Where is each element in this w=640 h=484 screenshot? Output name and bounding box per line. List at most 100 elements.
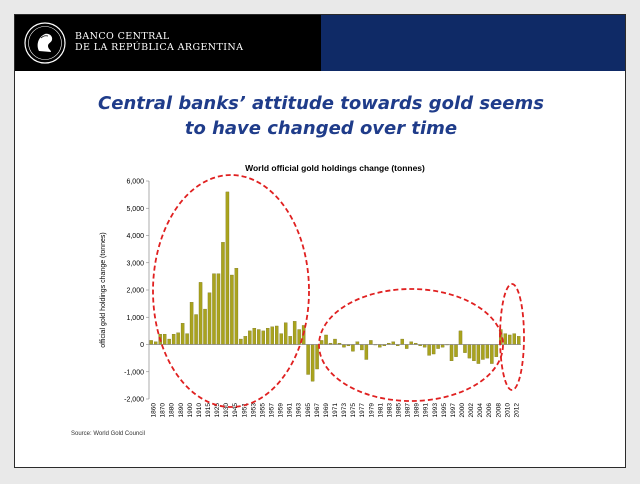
bar [176,332,180,345]
bar [266,327,270,345]
bar [292,321,297,345]
x-axis-ticks: 1860 1870 1880 1890 1900 1910 1915 1925 1930 1945… [151,403,521,418]
highlight-ellipse [318,288,504,402]
bar [212,273,216,345]
bank-name-line1: BANCO CENTRAL [75,31,170,42]
y-tick-label: 3,000 [126,260,144,267]
source-note: Source: World Gold Council [71,431,145,437]
x-tick-label: 1993 [432,403,439,418]
bar [440,344,445,348]
bar [283,322,288,345]
bar [454,344,458,357]
bar [239,338,243,345]
x-tick-label: 1975 [350,403,357,418]
bar [189,302,194,345]
bar [364,344,369,360]
bar [180,323,185,345]
bar [517,336,521,345]
bar [194,314,198,345]
x-tick-label: 1957 [268,403,275,418]
bar [167,338,171,345]
y-tick-label: 6,000 [126,179,144,186]
x-tick-label: 1860 [151,403,158,418]
bar [512,333,516,345]
x-tick-label: 1979 [368,403,375,418]
bar [378,344,382,348]
bar-series [149,191,521,382]
bar [351,344,355,352]
y-tick-label: 0 [140,342,144,349]
slide-title-line1: Central banks’ attitude towards gold see… [98,93,544,114]
bar [207,292,212,345]
x-tick-label: 1989 [414,403,421,418]
bar [449,344,454,362]
x-tick-label: 2008 [495,403,502,418]
bar [476,344,481,364]
y-tick-label: -2,000 [124,397,144,404]
bar [198,282,203,345]
bar [154,341,158,345]
bar [324,334,328,345]
x-tick-label: 1983 [386,403,393,418]
bar [319,340,324,345]
x-tick-label: 1959 [278,403,285,418]
header-left-band: BANCO CENTRAL DE LA REPÚBLICA ARGENTINA [15,15,321,71]
x-tick-label: 1969 [323,403,330,418]
bar [342,344,346,348]
bar [467,344,472,359]
bar [485,344,490,359]
x-tick-label: 2010 [504,403,511,418]
chart-title: World official gold holdings change (ton… [245,163,425,173]
bar [261,330,266,345]
bar [221,242,225,345]
y-axis-label: official gold holdings change (tonnes) [100,232,107,347]
bar [230,274,234,345]
bar [149,340,153,345]
x-tick-label: 1973 [341,403,348,418]
highlight-ellipse [499,283,525,391]
x-tick-label: 1955 [259,403,266,418]
bar [306,344,310,375]
x-tick-label: 1880 [169,403,176,418]
bar [391,341,395,345]
x-tick-label: 1910 [196,403,203,418]
bar [503,333,508,345]
x-tick-label: 1951 [241,403,248,418]
gold-holdings-chart: World official gold holdings change (ton… [100,163,525,418]
bar [472,344,476,362]
bar [162,333,167,345]
x-tick-label: 1963 [296,403,303,418]
x-tick-label: 1890 [178,403,185,418]
bar [248,330,252,345]
bar [490,344,494,364]
bank-name: BANCO CENTRAL DE LA REPÚBLICA ARGENTINA [75,31,243,53]
bar [458,330,463,345]
x-tick-label: 1977 [359,403,366,418]
bar [185,333,189,345]
presentation-slide: BANCO CENTRAL DE LA REPÚBLICA ARGENTINA … [14,14,626,468]
x-tick-label: 1945 [232,403,239,418]
x-tick-label: 1915 [205,403,212,418]
bar [279,333,283,345]
y-tick-label: -1,000 [124,369,144,376]
bar [275,325,279,345]
x-tick-label: 1930 [223,403,230,418]
bar [315,344,319,370]
highlight-ellipses [152,174,525,408]
bar [481,344,485,360]
bar [369,340,373,345]
bar [243,336,248,345]
bar [360,344,364,351]
y-tick-label: 5,000 [126,206,144,213]
bar [288,336,292,345]
bar [494,344,499,357]
bar [431,344,436,355]
bar [234,268,239,345]
x-tick-label: 1925 [214,403,221,418]
bar [225,191,230,345]
x-tick-label: 1953 [250,403,257,418]
x-tick-label: 1991 [423,403,430,418]
x-tick-label: 2002 [468,403,475,418]
x-tick-label: 1987 [405,403,412,418]
chart-axes [148,181,521,399]
